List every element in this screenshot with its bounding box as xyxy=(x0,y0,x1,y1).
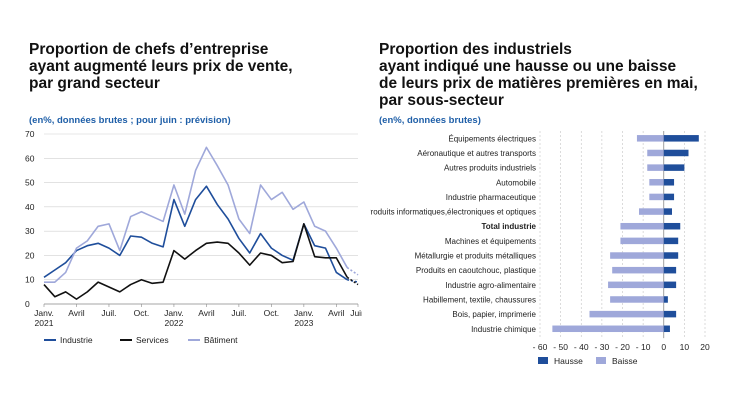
x-tick-label: - 30 xyxy=(595,342,610,352)
category-label: Industrie agro-alimentaire xyxy=(445,281,536,290)
category-label: Industrie pharmaceutique xyxy=(446,193,537,202)
x-tick-label: Juil. xyxy=(101,308,116,318)
right-title-line-3: de leurs prix de matières premières en m… xyxy=(379,75,698,92)
right-title-line-4: par sous-secteur xyxy=(379,92,504,109)
x-tick-label: - 20 xyxy=(615,342,630,352)
bar-baisse xyxy=(589,310,664,318)
bar-hausse xyxy=(663,252,679,259)
bar-hausse xyxy=(663,237,679,245)
bar-baisse xyxy=(620,237,664,245)
x-tick-label: 2021 xyxy=(35,318,54,328)
x-tick-label: 0 xyxy=(661,342,666,352)
x-tick-label: - 50 xyxy=(553,342,568,352)
right-title-line-1: Proportion des industriels xyxy=(379,41,572,58)
x-tick-label: Avril xyxy=(328,308,344,318)
bar-baisse xyxy=(647,149,664,157)
bar-hausse xyxy=(663,135,699,142)
x-tick-label: 2023 xyxy=(294,318,313,328)
category-label: Bois, papier, imprimerie xyxy=(452,310,536,319)
bar-baisse xyxy=(647,164,664,171)
bar-hausse xyxy=(663,164,685,171)
legend-label-1: Services xyxy=(136,335,169,345)
legend-label-0: Hausse xyxy=(554,356,583,366)
x-tick-label: Oct. xyxy=(264,308,280,318)
bar-hausse xyxy=(663,266,677,274)
forecast-line-0 xyxy=(346,278,359,283)
category-label: Aéronautique et autres transports xyxy=(417,149,536,158)
bar-baisse xyxy=(639,208,664,215)
x-tick-label: Janv. xyxy=(34,308,54,318)
bar-baisse xyxy=(608,281,664,289)
x-tick-label: Janv. xyxy=(294,308,314,318)
x-tick-label: Juin xyxy=(350,308,362,318)
left-title-line-1: Proportion de chefs d’entreprise xyxy=(29,41,269,58)
y-tick-label: 40 xyxy=(25,202,35,212)
right-chart-subtitle: (en%, données brutes) xyxy=(379,115,481,126)
category-label: Produits en caoutchouc, plastique xyxy=(416,266,537,275)
bar-hausse xyxy=(663,325,670,333)
bar-hausse xyxy=(663,310,677,318)
bar-hausse xyxy=(663,193,675,201)
category-label: Industrie chimique xyxy=(471,325,536,334)
legend-swatch-1 xyxy=(596,357,606,364)
y-tick-label: 10 xyxy=(25,275,35,285)
x-tick-label: 2022 xyxy=(164,318,183,328)
bar-hausse xyxy=(663,208,672,215)
y-tick-label: 30 xyxy=(25,226,35,236)
category-label: Équipements électriques xyxy=(448,134,536,143)
bar-chart: - 60 - 50 - 40 - 30 - 20 - 10 0 10 20 Équipements… xyxy=(370,131,710,366)
bar-baisse xyxy=(649,193,664,201)
bar-baisse xyxy=(636,135,664,142)
bar-hausse xyxy=(663,222,681,230)
left-title-line-3: par grand secteur xyxy=(29,75,160,92)
y-tick-label: 20 xyxy=(25,250,35,260)
x-tick-label: Avril xyxy=(198,308,214,318)
bar-hausse xyxy=(663,296,668,303)
x-tick-label: Oct. xyxy=(134,308,150,318)
legend-label-2: Bâtiment xyxy=(204,335,238,345)
bar-hausse xyxy=(663,179,675,186)
x-tick-label: Juil. xyxy=(231,308,246,318)
y-tick-label: 0 xyxy=(25,299,30,309)
forecast-line-2 xyxy=(346,266,359,276)
series-line-2 xyxy=(44,146,348,283)
category-label: Machines et équipements xyxy=(445,237,536,246)
left-chart-subtitle: (en%, données brutes ; pour juin : prévi… xyxy=(29,115,231,126)
category-label: Habillement, textile, chaussures xyxy=(423,295,536,304)
series-line-1 xyxy=(43,223,348,300)
legend-label-1: Baisse xyxy=(612,356,638,366)
left-title-line-2: ayant augmenté leurs prix de vente, xyxy=(29,58,293,75)
bar-baisse xyxy=(620,222,664,230)
legend-label-0: Industrie xyxy=(60,335,93,345)
bar-baisse xyxy=(612,266,664,274)
bar-hausse xyxy=(663,149,689,157)
x-tick-label: Janv. xyxy=(164,308,184,318)
bar-baisse xyxy=(552,325,664,333)
right-title-line-2: ayant indiqué une hausse ou une baisse xyxy=(379,58,677,75)
x-tick-label: 10 xyxy=(680,342,690,352)
left-chart-title: Proportion de chefs d’entreprise ayant a… xyxy=(29,41,349,92)
category-label: Métallurgie et produits métalliques xyxy=(415,252,536,261)
legend-swatch-0 xyxy=(538,357,548,364)
category-label: Total industrie xyxy=(481,222,536,231)
x-tick-label: - 40 xyxy=(574,342,589,352)
right-chart-title: Proportion des industriels ayant indiqué… xyxy=(379,41,724,109)
category-label: Autres produits industriels xyxy=(444,164,536,173)
category-label: Automobile xyxy=(496,178,537,187)
x-tick-label: - 10 xyxy=(636,342,651,352)
y-tick-label: 50 xyxy=(25,178,35,188)
bar-baisse xyxy=(649,179,664,186)
y-tick-label: 70 xyxy=(25,129,35,139)
bar-baisse xyxy=(610,296,664,303)
category-label: Produits informatiques,électroniques et … xyxy=(370,208,536,217)
bar-baisse xyxy=(610,252,664,259)
y-tick-label: 60 xyxy=(25,153,35,163)
x-tick-label: - 60 xyxy=(533,342,548,352)
bar-hausse xyxy=(663,281,677,289)
x-tick-label: Avril xyxy=(68,308,84,318)
x-tick-label: 20 xyxy=(700,342,710,352)
